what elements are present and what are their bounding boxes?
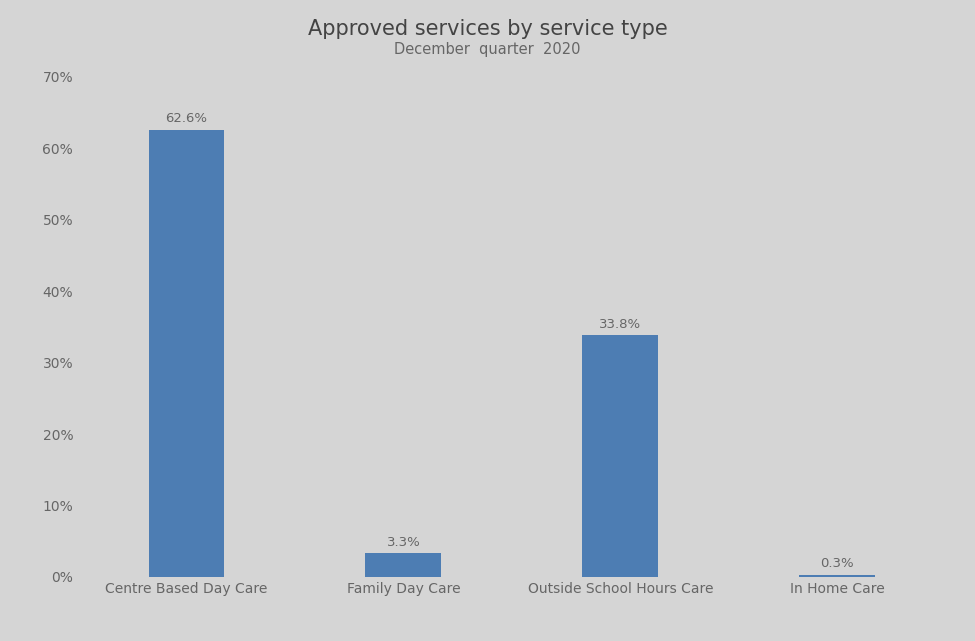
Text: 0.3%: 0.3% xyxy=(821,558,854,570)
Text: 33.8%: 33.8% xyxy=(600,318,642,331)
Bar xyxy=(582,335,658,577)
Bar xyxy=(366,553,442,577)
Text: December  quarter  2020: December quarter 2020 xyxy=(394,42,581,58)
Text: 62.6%: 62.6% xyxy=(166,112,208,126)
Bar xyxy=(148,129,224,577)
Text: Approved services by service type: Approved services by service type xyxy=(308,19,667,39)
Text: 3.3%: 3.3% xyxy=(386,536,420,549)
Bar xyxy=(800,575,876,577)
